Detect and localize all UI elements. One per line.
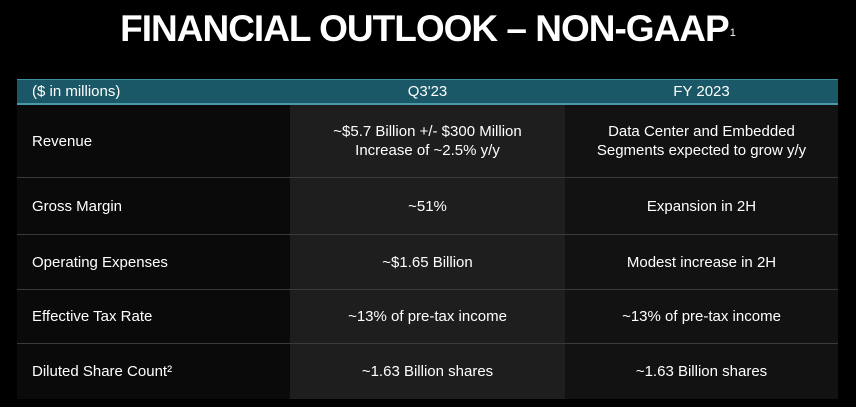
row-label: Gross Margin [32, 197, 123, 215]
q3-cell: ~$1.65 Billion [382, 253, 473, 271]
q3-column-background [290, 105, 565, 399]
table-header: ($ in millions) Q3'23 FY 2023 [17, 79, 838, 105]
fy-line: Segments expected to grow y/y [596, 142, 807, 159]
header-units: ($ in millions) [32, 83, 121, 100]
outlook-table: ($ in millions) Q3'23 FY 2023 Revenue ~$… [17, 79, 838, 399]
q3-line: ~$5.7 Billion +/- $300 Million [333, 123, 522, 140]
fy-cell: ~1.63 Billion shares [635, 363, 768, 380]
table-row-gross-margin: Gross Margin ~51% Expansion in 2H [17, 178, 838, 235]
header-q3: Q3'23 [407, 83, 448, 100]
q3-cell: ~13% of pre-tax income [348, 308, 507, 325]
row-label: Effective Tax Rate [32, 308, 153, 325]
fy-cell: Data Center and Embedded Segments expect… [565, 105, 838, 177]
row-label: Diluted Share Count² [32, 363, 173, 380]
fy-column-background [565, 105, 838, 399]
table-row-effective-tax-rate: Effective Tax Rate ~13% of pre-tax incom… [17, 290, 838, 344]
fy-line: Data Center and Embedded [608, 123, 795, 140]
row-label: Operating Expenses [32, 253, 168, 271]
header-fy: FY 2023 [673, 83, 730, 100]
fy-cell: Expansion in 2H [646, 197, 757, 215]
fy-cell: ~13% of pre-tax income [622, 308, 781, 325]
label-column-background [17, 105, 290, 399]
q3-cell: ~$5.7 Billion +/- $300 Million Increase … [290, 105, 565, 177]
row-label: Revenue [32, 132, 93, 150]
slide-title-text: FINANCIAL OUTLOOK – NON-GAAP [120, 8, 730, 49]
table-row-operating-expenses: Operating Expenses ~$1.65 Billion Modest… [17, 235, 838, 290]
fy-cell: Modest increase in 2H [626, 253, 777, 271]
table-row-revenue: Revenue ~$5.7 Billion +/- $300 Million I… [17, 105, 838, 178]
q3-cell: ~1.63 Billion shares [361, 363, 494, 380]
table-row-diluted-share-count: Diluted Share Count² ~1.63 Billion share… [17, 344, 838, 399]
title-footnote-marker: 1 [729, 27, 736, 39]
q3-line: Increase of ~2.5% y/y [355, 142, 500, 159]
q3-cell: ~51% [408, 197, 447, 215]
slide-title: FINANCIAL OUTLOOK – NON-GAAP1 [0, 6, 856, 52]
